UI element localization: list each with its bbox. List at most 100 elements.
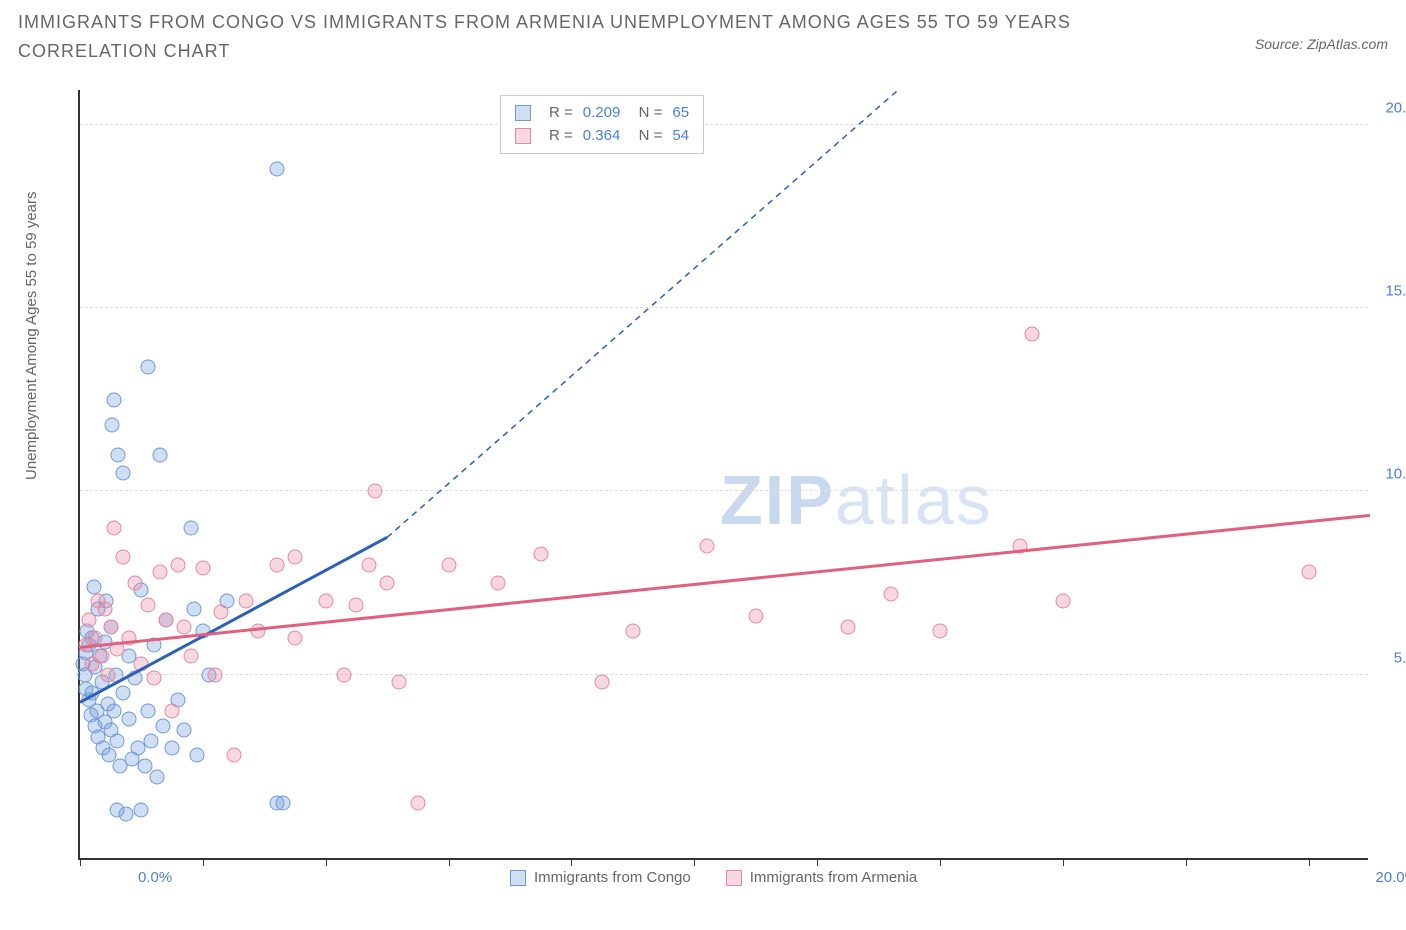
stats-legend: R = 0.209 N = 65R = 0.364 N = 54 [500,95,704,154]
x-tick [203,858,204,866]
x-tick [694,858,695,866]
x-tick [817,858,818,866]
data-point [490,576,505,591]
data-point [195,623,210,638]
data-point [1012,539,1027,554]
data-point [1055,594,1070,609]
gridline [80,490,1368,491]
data-point [82,612,97,627]
data-point [933,623,948,638]
y-tick-label: 10.0% [1373,466,1406,483]
data-point [177,722,192,737]
data-point [146,638,161,653]
data-point [165,704,180,719]
data-point [143,733,158,748]
data-point [122,711,137,726]
y-tick-label: 15.0% [1373,283,1406,300]
data-point [195,561,210,576]
data-point [625,623,640,638]
data-point [533,546,548,561]
x-tick [940,858,941,866]
legend-label: Immigrants from Congo [534,869,691,886]
data-point [97,601,112,616]
legend-label: Immigrants from Armenia [750,869,918,886]
data-point [251,623,266,638]
x-tick-label: 0.0% [138,869,172,886]
watermark: ZIPatlas [720,460,993,540]
data-point [116,686,131,701]
data-point [122,631,137,646]
stat-r-value: 0.364 [583,125,621,148]
watermark-bold: ZIP [720,461,835,539]
data-point [128,576,143,591]
trend-lines [80,90,1370,860]
data-point [106,392,121,407]
data-point [109,642,124,657]
data-point [349,598,364,613]
x-tick [80,858,81,866]
x-tick [571,858,572,866]
chart-title: IMMIGRANTS FROM CONGO VS IMMIGRANTS FROM… [18,8,1118,66]
data-point [288,550,303,565]
data-point [361,557,376,572]
data-point [288,631,303,646]
stat-r-label: R = [549,125,573,148]
source-credit: Source: ZipAtlas.com [1255,36,1388,52]
data-point [337,667,352,682]
data-point [748,609,763,624]
data-point [380,576,395,591]
data-point [410,796,425,811]
chart-container: Unemployment Among Ages 55 to 59 years Z… [18,80,1388,910]
data-point [226,748,241,763]
series-legend: Immigrants from Congo Immigrants from Arm… [510,869,917,886]
data-point [269,557,284,572]
data-point [699,539,714,554]
legend-swatch [510,870,526,886]
data-point [1025,326,1040,341]
data-point [159,612,174,627]
plot-area: ZIPatlas 5.0%10.0%15.0%20.0%0.0%20.0%R =… [78,90,1368,860]
data-point [106,704,121,719]
data-point [595,675,610,690]
data-point [86,579,101,594]
data-point [155,719,170,734]
y-tick-label: 20.0% [1373,99,1406,116]
data-point [318,594,333,609]
stat-n-label: N = [630,125,662,148]
data-point [441,557,456,572]
stat-r-value: 0.209 [583,102,621,125]
x-tick [449,858,450,866]
y-axis-label: Unemployment Among Ages 55 to 59 years [23,191,40,480]
x-tick [326,858,327,866]
data-point [883,587,898,602]
data-point [116,550,131,565]
data-point [103,620,118,635]
data-point [106,521,121,536]
legend-swatch [515,105,531,121]
data-point [840,620,855,635]
data-point [88,631,103,646]
data-point [171,557,186,572]
data-point [137,759,152,774]
data-point [189,748,204,763]
stat-n-label: N = [630,102,662,125]
data-point [109,733,124,748]
data-point [94,649,109,664]
data-point [275,796,290,811]
data-point [134,656,149,671]
data-point [152,565,167,580]
data-point [177,620,192,635]
gridline [80,124,1368,125]
data-point [116,466,131,481]
data-point [214,605,229,620]
data-point [119,807,134,822]
legend-swatch [726,870,742,886]
watermark-light: atlas [835,461,993,539]
data-point [134,803,149,818]
data-point [152,447,167,462]
data-point [140,704,155,719]
data-point [183,649,198,664]
data-point [128,671,143,686]
data-point [183,521,198,536]
x-tick [1186,858,1187,866]
